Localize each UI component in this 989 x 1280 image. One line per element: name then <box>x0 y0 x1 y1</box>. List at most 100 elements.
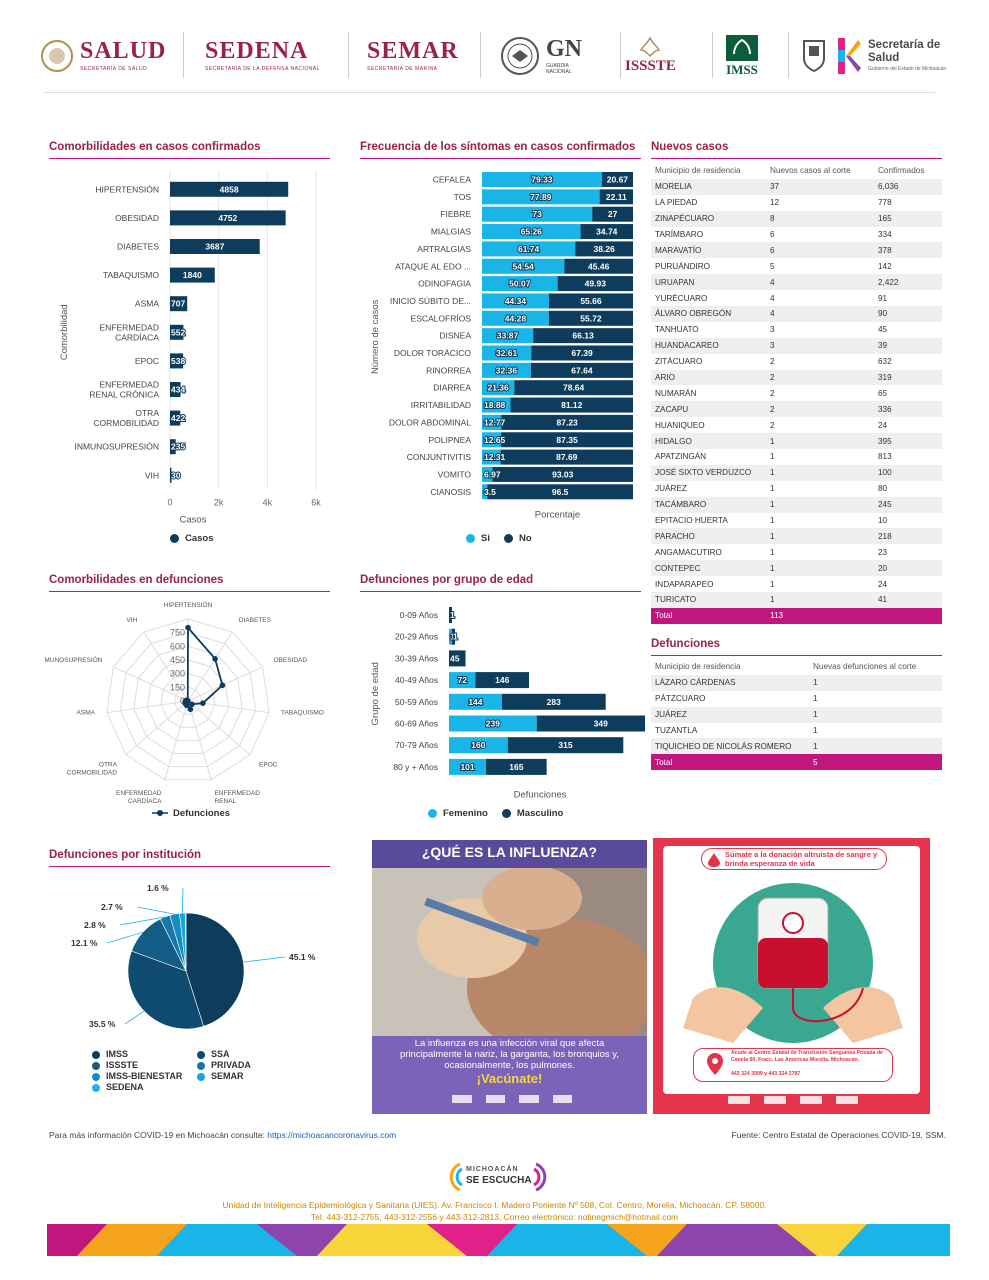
table-row: ANGAMACUTIRO 1 23 <box>651 544 942 560</box>
bar <box>170 410 181 426</box>
table-cell: 1 <box>766 592 874 608</box>
table-row: ZITÁCUARO 2 632 <box>651 354 942 370</box>
table-cell: 2,422 <box>874 274 942 291</box>
symptom-label: ATAQUE AL EDO ... <box>395 261 471 271</box>
radar-tick: 450 <box>170 655 185 665</box>
blood-drop-icon <box>708 853 720 867</box>
footer-info-link[interactable]: https://michoacancoronavirus.com <box>267 1130 397 1140</box>
deaths-table: Municipio de residencia Nuevas defuncione… <box>651 659 942 771</box>
table-cell: 1 <box>766 464 874 481</box>
table-cell: HUANIQUEO <box>655 420 705 430</box>
k-logo-icon <box>838 37 861 74</box>
radar-grid <box>133 645 243 754</box>
radar-spoke <box>125 700 189 756</box>
pie-leader-line <box>181 887 184 914</box>
pie-value-label: 35.5 % <box>89 1019 116 1029</box>
masculino-value-label: 1 <box>450 610 455 620</box>
table-cell: YURÉCUARO <box>655 293 708 303</box>
table-cell: 4 <box>766 306 874 322</box>
legend-casos: Casos <box>170 533 214 544</box>
radar-point <box>212 656 218 662</box>
pie-value-label: 2.8 % <box>84 920 106 930</box>
footer-info-prefix: Para más información COVID-19 en Michoac… <box>49 1130 265 1140</box>
bar-si <box>482 206 593 222</box>
pie-legend-item: SSA <box>197 1049 292 1060</box>
bar-si <box>482 310 549 326</box>
si-value-label: 12.31 <box>484 452 506 462</box>
table-cell: 378 <box>874 242 942 259</box>
radar-spoke <box>164 700 189 780</box>
table-cell: 100 <box>874 464 942 481</box>
secretaria-sub: Gobierno del Estado de Michoacán <box>868 65 947 72</box>
table-cell: ÁLVARO OBREGÓN <box>651 306 766 322</box>
bar-si <box>482 224 581 240</box>
table-row: JUÁREZ 1 <box>651 706 942 723</box>
table-cell: 39 <box>874 337 942 354</box>
x-axis-title: Porcentaje <box>535 510 580 521</box>
pie-legend-label: PRIVADA <box>211 1060 251 1070</box>
footer-source: Fuente: Centro Estatal de Operaciones CO… <box>731 1130 947 1140</box>
bar-value-label: 552 <box>171 327 185 337</box>
symptom-label: FIEBRE <box>440 209 471 219</box>
category-label: HIPERTENSIÓN <box>95 184 159 194</box>
imss-logo: IMSS <box>725 28 759 83</box>
table-row: ARIO 2 319 <box>651 369 942 386</box>
table-cell: 80 <box>878 484 888 494</box>
bar-si <box>482 484 488 500</box>
table-row: LÁZARO CÁRDENAS 1 <box>651 674 942 691</box>
radar-category-label: EPOC <box>259 762 278 769</box>
x-tick: 0 <box>167 498 172 508</box>
bar-masculino <box>536 715 645 732</box>
table-cell: 336 <box>874 401 942 418</box>
femenino-value-label: 1 <box>450 632 455 642</box>
blood-bag-illustration <box>683 883 903 1043</box>
radar-category-label: ENFERMEDAD CARDÍACA <box>116 790 162 803</box>
masculino-value-label: 315 <box>558 740 572 750</box>
table-cell: PURUÁNDIRO <box>655 261 711 271</box>
radar-category-label: TABAQUISMO <box>281 709 324 716</box>
age-legend: Femenino Masculino <box>428 808 563 819</box>
table-row: URUAPAN 4 2,422 <box>651 274 942 291</box>
no-value-label: 38.26 <box>593 244 615 254</box>
no-value-label: 49.93 <box>585 279 607 289</box>
table-cell: INDAPARAPEO <box>655 579 714 589</box>
table-cell: 1 <box>813 694 818 704</box>
bar-no <box>599 189 633 205</box>
no-value-label: 96.5 <box>552 487 569 497</box>
femenino-value-label: 160 <box>471 740 485 750</box>
pie-value-label: 1.6 % <box>147 883 169 893</box>
bar-value-label: 538 <box>171 356 185 366</box>
no-value-label: 78.64 <box>563 383 585 393</box>
table-header-cell: Municipio de residencia <box>655 662 741 672</box>
bar-no <box>548 310 633 326</box>
imss-eagle-icon <box>726 34 758 61</box>
table-cell: 1 <box>766 560 874 577</box>
radar-category-label: OBESIDAD <box>274 657 308 664</box>
no-value-label: 87.35 <box>556 435 578 445</box>
pie-leader-line <box>243 956 286 963</box>
table-cell: ANGAMACUTIRO <box>655 547 722 557</box>
comorbidity-title: Comorbilidades en casos confirmados <box>49 141 330 159</box>
radar-point <box>188 701 195 708</box>
si-value-label: 33.87 <box>497 331 519 341</box>
bar-si <box>482 189 600 205</box>
deaths-radar-chart: 0 150 300 450 600 750 HIPERTENSIÓN DIABETES OBES… <box>45 600 324 803</box>
bar-masculino <box>449 650 466 667</box>
table-cell: LA PIEDAD <box>655 198 698 208</box>
pie-legend-item: PRIVADA <box>197 1060 292 1071</box>
table-cell: TACÁMBARO <box>651 496 766 513</box>
bar-si <box>482 466 493 482</box>
table-cell: 319 <box>874 369 942 386</box>
michoacan-shield-icon <box>803 39 825 72</box>
table-total-cell <box>874 607 942 624</box>
category-label: EPOC <box>135 356 159 366</box>
x-axis-title: Defunciones <box>514 790 567 798</box>
bar-value-label: 1840 <box>183 270 202 280</box>
category-label: OTRA CORMOBILIDAD <box>93 408 159 428</box>
legend-defunciones-label: Defunciones <box>173 808 231 819</box>
symptoms-title: Frecuencia de los síntomas en casos conf… <box>360 141 641 159</box>
table-cell: 65 <box>878 388 888 398</box>
table-cell: 4 <box>770 293 775 303</box>
sound-wave-left-icon <box>449 1162 463 1192</box>
table-cell: 1 <box>766 528 874 545</box>
